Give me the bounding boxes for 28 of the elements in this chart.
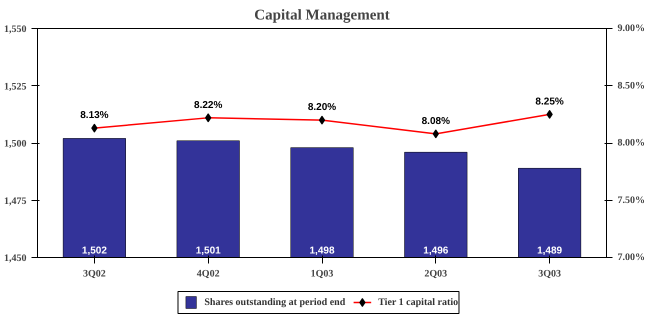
data-label: 8.22% bbox=[194, 100, 222, 111]
y-tick-label: 1,550 bbox=[4, 24, 26, 35]
y2-tick-label: 9.00% bbox=[618, 23, 645, 34]
x-tick-label: 1Q03 bbox=[310, 268, 334, 280]
data-label: 8.25% bbox=[535, 96, 564, 108]
y2-tick-label: 7.00% bbox=[618, 252, 645, 263]
y-tick-label: 1,475 bbox=[4, 196, 26, 207]
y2-tick-label: 8.00% bbox=[618, 138, 645, 148]
data-label: 8.20% bbox=[308, 102, 336, 114]
data-label: 1,496 bbox=[423, 246, 449, 256]
x-tick-label: 2Q03 bbox=[424, 268, 448, 280]
y-tick-label: 1,525 bbox=[4, 81, 26, 92]
x-tick-label: 3Q02 bbox=[83, 268, 106, 280]
y-tick-label: 1,500 bbox=[4, 138, 26, 150]
legend-label: Tier 1 capital ratio bbox=[378, 297, 458, 308]
data-label: 1,489 bbox=[537, 246, 563, 256]
legend-label: Shares outstanding at period end bbox=[204, 297, 346, 308]
data-label: 1,498 bbox=[309, 246, 335, 256]
data-label: 1,502 bbox=[82, 246, 108, 256]
data-label: 1,501 bbox=[196, 246, 222, 256]
data-label: 8.13% bbox=[80, 110, 109, 122]
data-label: 8.08% bbox=[422, 116, 450, 127]
y-tick-label: 1,450 bbox=[4, 253, 26, 264]
x-tick-label: 3Q03 bbox=[538, 268, 561, 280]
chart-title: Capital Management bbox=[254, 8, 390, 24]
x-tick-label: 4Q02 bbox=[196, 268, 220, 280]
y2-tick-label: 7.50% bbox=[618, 194, 645, 206]
y2-tick-label: 8.50% bbox=[618, 80, 645, 92]
